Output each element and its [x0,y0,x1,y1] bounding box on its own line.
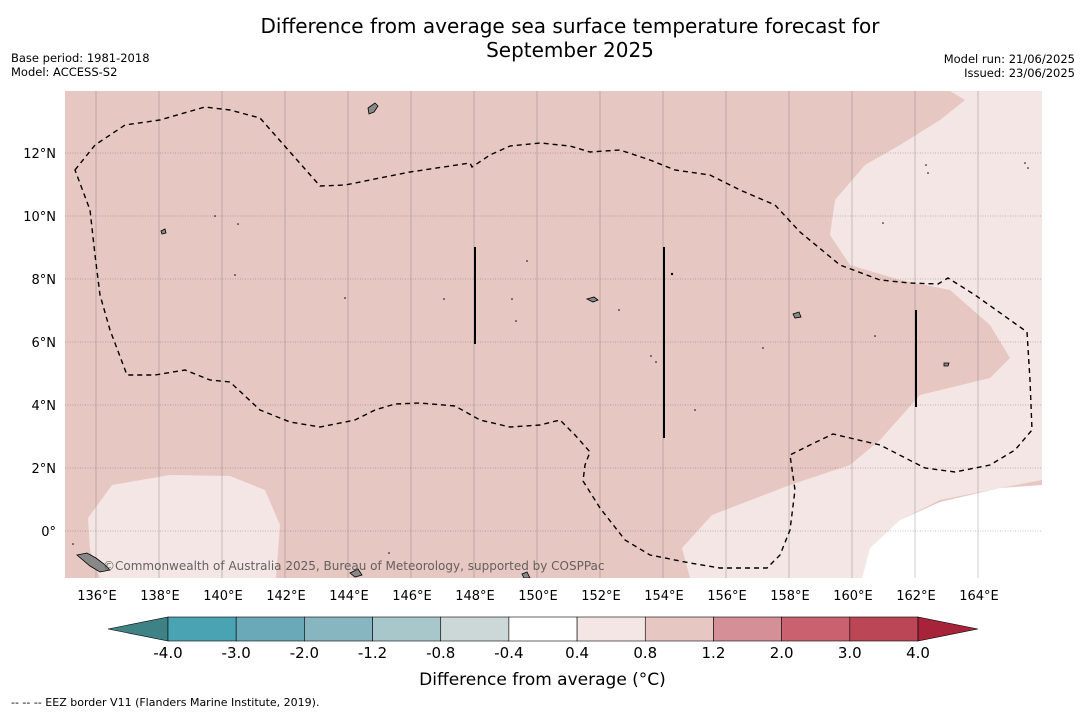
colorbar-segment [440,616,510,642]
colorbar-segment [849,616,919,642]
copyright-text: ©Commonwealth of Australia 2025, Bureau … [103,559,605,573]
colorbar-segment [167,616,237,642]
colorbar-tick-label: 3.0 [838,644,862,662]
colorbar-segment [304,616,373,642]
lon-label: 138°E [140,589,180,604]
colorbar-extend-high [917,616,979,642]
field-neutral-east [862,485,1042,578]
colorbar-tick-label: 1.2 [702,644,726,662]
island-new-guinea-north [76,552,111,573]
colorbar-tick-label: -4.0 [153,644,182,662]
issued-date: Issued: 23/06/2025 [964,66,1075,80]
island-kosrae [792,311,802,319]
colorbar-tick-label: -2.0 [290,644,319,662]
lon-label: 140°E [203,589,243,604]
colorbar-segment [644,616,714,642]
latitude-labels: 12°N 10°N 8°N 6°N 4°N 2°N 0° [23,147,56,540]
colorbar-segment [781,616,851,642]
lat-label: 0° [41,525,56,540]
lon-label: 136°E [77,589,117,604]
atolls [72,162,1029,554]
island-chuuk [585,296,599,303]
meta-left: Base period: 1981-2018 Model: ACCESS-S2 [11,51,150,79]
eez-legend-note: -- -- -- EEZ border V11 (Flanders Marine… [11,696,320,709]
island-bismarck [349,568,363,578]
colorbar-tick-label: -1.2 [358,644,387,662]
island-palau [160,228,167,235]
model-name: Model: ACCESS-S2 [11,65,118,79]
island-majuro [943,362,950,367]
colorbar-tick-label: 0.8 [633,644,657,662]
latitude-gridlines [65,152,1042,532]
field-0-4-to-0-8-east [682,91,1042,578]
base-period: Base period: 1981-2018 [11,51,150,65]
lat-label: 10°N [23,210,56,225]
field-0-4-to-0-8-west [88,475,280,578]
colorbar-ticks: -4.0 -3.0 -2.0 -1.2 -0.8 -0.4 0.4 0.8 1.2 2.0 3.0 4… [153,644,930,662]
model-run: Model run: 21/06/2025 [943,52,1075,66]
colorbar-segment [235,616,305,642]
lon-label: 158°E [770,589,810,604]
colorbar-segment [713,616,782,642]
colorbar-tick-label: 4.0 [906,644,930,662]
longitude-labels: 136°E 138°E 140°E 142°E 144°E 146°E 148°… [77,589,999,604]
colorbar-extend-low [107,616,169,642]
lon-label: 152°E [581,589,621,604]
meta-right: Model run: 21/06/2025 Issued: 23/06/2025 [944,52,1075,80]
lat-label: 6°N [32,336,57,351]
colorbar [107,616,979,642]
colorbar-tick-label: 2.0 [770,644,794,662]
colorbar-tick-label: -3.0 [222,644,251,662]
colorbar-tick-label: -0.4 [494,644,523,662]
lon-label: 146°E [392,589,432,604]
colorbar-tick-label: 0.4 [565,644,589,662]
colorbar-segment [508,616,578,642]
colorbar-segment [576,616,646,642]
eez-border [74,106,1033,569]
lon-label: 144°E [329,589,369,604]
island-bougainville [521,571,531,578]
lon-label: 148°E [455,589,495,604]
lon-label: 156°E [707,589,747,604]
chart-title: Difference from average sea surface temp… [0,14,1085,62]
lon-label: 142°E [266,589,306,604]
sst-anomaly-field: ©Commonwealth of Australia 2025, Bureau … [65,91,1042,578]
lon-label: 160°E [833,589,873,604]
island-guam [367,102,379,115]
lat-label: 8°N [32,273,57,288]
lat-label: 2°N [32,462,57,477]
lon-label: 162°E [896,589,936,604]
islands [76,102,950,578]
colorbar-label: Difference from average (°C) [419,670,666,690]
title-line-2: September 2025 [486,38,654,62]
lat-label: 12°N [23,147,56,162]
title-line-1: Difference from average sea surface temp… [260,14,880,38]
lon-label: 150°E [518,589,558,604]
colorbar-segment [372,616,442,642]
lat-label: 4°N [32,399,57,414]
lon-label: 154°E [644,589,684,604]
lon-label: 164°E [959,589,999,604]
colorbar-tick-label: -0.8 [426,644,455,662]
